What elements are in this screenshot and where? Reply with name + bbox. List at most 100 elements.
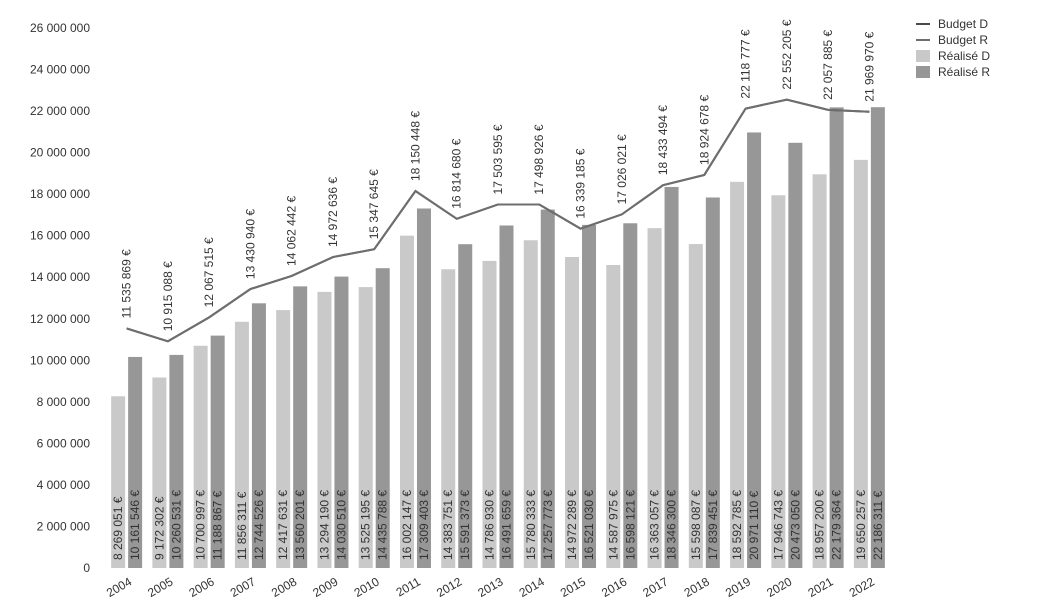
y-tick-label: 10 000 000 xyxy=(30,353,90,367)
y-tick-label: 8 000 000 xyxy=(37,395,91,409)
data-label: 13 560 201 € xyxy=(293,490,307,560)
data-label: 15 347 645 € xyxy=(367,169,381,239)
bar xyxy=(482,260,497,568)
bar xyxy=(499,225,514,568)
x-tick-label: 2010 xyxy=(352,574,382,600)
bar xyxy=(647,228,662,568)
bar xyxy=(234,321,249,568)
data-label: 13 294 190 € xyxy=(317,490,331,560)
bar xyxy=(152,377,167,568)
bar xyxy=(375,268,390,568)
data-label: 14 587 975 € xyxy=(606,490,620,560)
bar xyxy=(664,186,679,568)
y-tick-label: 26 000 000 xyxy=(30,21,90,35)
y-tick-label: 20 000 000 xyxy=(30,146,90,160)
legend-label: Réalisé R xyxy=(938,65,990,79)
data-label: 22 552 205 € xyxy=(780,19,794,89)
bar xyxy=(582,224,597,568)
data-label: 8 269 051 € xyxy=(111,496,125,560)
y-tick-label: 16 000 000 xyxy=(30,229,90,243)
y-tick-label: 4 000 000 xyxy=(37,478,91,492)
bar xyxy=(747,132,762,569)
bar xyxy=(169,354,184,568)
data-label: 11 856 311 € xyxy=(235,491,249,560)
bar xyxy=(523,240,538,568)
bar xyxy=(334,276,349,568)
y-tick-label: 12 000 000 xyxy=(30,312,90,326)
bar xyxy=(458,244,473,568)
data-label: 17 026 021 € xyxy=(615,134,629,204)
data-label: 12 417 631 € xyxy=(276,490,290,560)
bar xyxy=(210,335,225,568)
data-label: 18 150 448 € xyxy=(408,111,422,181)
data-label: 14 435 788 € xyxy=(376,490,390,560)
x-tick-label: 2019 xyxy=(723,574,753,600)
bar xyxy=(441,269,456,568)
data-label: 13 525 195 € xyxy=(359,490,373,560)
data-label: 20 473 050 € xyxy=(788,490,802,560)
bar xyxy=(565,257,580,568)
data-label: 16 339 185 € xyxy=(574,148,588,218)
data-label: 9 172 302 € xyxy=(152,496,166,560)
data-label: 17 309 403 € xyxy=(417,490,431,560)
bar xyxy=(358,287,373,568)
data-label: 14 972 636 € xyxy=(326,177,340,247)
bar xyxy=(606,265,621,568)
data-label: 14 030 510 € xyxy=(334,490,348,560)
bar xyxy=(111,396,126,568)
data-label: 10 161 546 € xyxy=(128,490,142,560)
data-label: 18 592 785 € xyxy=(730,490,744,560)
x-tick-label: 2016 xyxy=(599,574,629,600)
x-tick-label: 2015 xyxy=(558,574,588,600)
bar xyxy=(128,356,143,568)
y-tick-label: 6 000 000 xyxy=(37,436,91,450)
data-label: 15 598 087 € xyxy=(689,490,703,560)
x-tick-label: 2014 xyxy=(517,574,547,600)
data-label: 13 430 940 € xyxy=(243,209,257,279)
data-label: 10 260 531 € xyxy=(169,490,183,560)
data-label: 18 924 678 € xyxy=(697,95,711,165)
x-tick-label: 2011 xyxy=(394,574,424,599)
bar xyxy=(193,345,208,568)
bar xyxy=(251,303,266,568)
x-tick-label: 2006 xyxy=(187,574,217,600)
data-label: 16 521 030 € xyxy=(582,490,596,560)
legend-label: Budget R xyxy=(938,33,988,47)
bar xyxy=(812,174,827,568)
data-label: 12 744 526 € xyxy=(252,490,266,560)
y-tick-label: 2 000 000 xyxy=(37,519,91,533)
data-label: 19 650 257 € xyxy=(854,490,868,560)
x-tick-label: 2005 xyxy=(145,574,175,600)
legend-swatch xyxy=(916,50,930,62)
bar xyxy=(788,142,803,568)
data-label: 22 179 364 € xyxy=(830,490,844,560)
y-tick-label: 18 000 000 xyxy=(30,187,90,201)
bar xyxy=(771,195,786,568)
data-label: 18 957 200 € xyxy=(813,490,827,560)
data-label: 14 383 751 € xyxy=(441,490,455,560)
bar xyxy=(623,223,638,569)
data-label: 16 598 121 € xyxy=(623,490,637,560)
x-tick-label: 2022 xyxy=(847,574,877,600)
data-label: 14 062 442 € xyxy=(285,196,299,266)
data-label: 16 363 057 € xyxy=(648,490,662,560)
bar xyxy=(829,107,844,568)
bar xyxy=(540,209,555,568)
bar xyxy=(293,286,308,568)
data-label: 18 346 300 € xyxy=(665,490,679,560)
x-tick-label: 2004 xyxy=(104,574,134,600)
data-label: 11 535 869 € xyxy=(120,249,134,319)
data-label: 11 188 867 € xyxy=(211,490,225,560)
data-label: 18 433 494 € xyxy=(656,105,670,175)
x-tick-label: 2018 xyxy=(682,574,712,600)
data-label: 17 257 773 € xyxy=(541,490,555,560)
x-tick-label: 2021 xyxy=(805,574,835,600)
data-label: 20 971 110 € xyxy=(747,490,761,560)
data-label: 15 780 333 € xyxy=(524,490,538,560)
x-tick-label: 2007 xyxy=(228,574,258,600)
data-label: 16 814 680 € xyxy=(450,138,464,208)
data-label: 21 969 970 € xyxy=(862,31,876,101)
legend-label: Budget D xyxy=(938,17,988,31)
data-label: 17 498 926 € xyxy=(532,124,546,194)
